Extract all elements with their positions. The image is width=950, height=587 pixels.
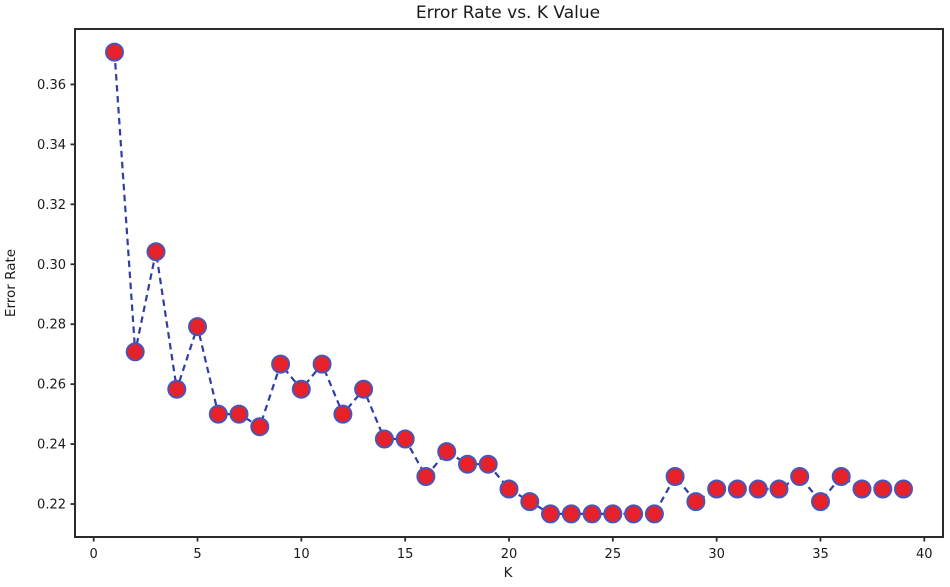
x-tick-label: 10 <box>293 547 310 562</box>
data-point-k16 <box>416 467 436 486</box>
data-point-k3 <box>146 242 166 262</box>
data-point-k29 <box>686 492 706 512</box>
data-point-k30 <box>707 479 727 499</box>
data-point-k35 <box>811 492 830 512</box>
x-tick-label: 20 <box>501 547 518 562</box>
data-point-k7 <box>229 404 249 424</box>
data-point-k38 <box>873 479 893 499</box>
data-point-k4 <box>167 379 187 399</box>
data-point-k34 <box>790 467 810 486</box>
y-tick-label: 0.36 <box>37 78 66 93</box>
data-point-k33 <box>769 479 789 499</box>
data-point-k23 <box>561 504 581 524</box>
y-axis-title: Error Rate <box>3 248 19 318</box>
x-tick-label: 0 <box>90 547 98 562</box>
data-point-k9 <box>271 354 291 374</box>
data-point-k20 <box>499 479 519 499</box>
x-tick-label: 25 <box>605 547 622 562</box>
x-tick-label: 5 <box>193 547 201 562</box>
data-point-k36 <box>831 467 851 486</box>
x-tick-label: 30 <box>708 547 725 562</box>
y-axis-ticks: 0.22 0.24 0.26 0.28 0.30 0.32 0.34 0.36 <box>37 78 75 513</box>
data-point-k18 <box>458 454 477 474</box>
y-tick-label: 0.34 <box>37 138 66 153</box>
plot-frame <box>74 28 944 538</box>
data-point-k13 <box>354 379 374 399</box>
y-tick-label: 0.24 <box>37 438 66 453</box>
data-point-k22 <box>541 504 560 524</box>
data-point-k39 <box>894 479 913 499</box>
data-point-k2 <box>125 342 145 362</box>
x-tick-label: 15 <box>397 547 414 562</box>
y-tick-label: 0.22 <box>37 498 66 513</box>
data-point-k31 <box>727 479 747 499</box>
data-point-k27 <box>644 504 664 524</box>
data-point-k17 <box>437 442 457 462</box>
data-point-k12 <box>333 404 353 424</box>
data-point-k14 <box>374 429 394 449</box>
chart-title: Error Rate vs. K Value <box>415 3 601 23</box>
data-point-k11 <box>312 354 332 374</box>
x-tick-label: 35 <box>812 547 829 562</box>
data-point-k6 <box>208 404 228 424</box>
data-point-k25 <box>603 504 623 524</box>
y-tick-label: 0.32 <box>37 198 66 213</box>
data-point-k10 <box>291 379 311 399</box>
data-points <box>105 42 913 524</box>
y-tick-label: 0.26 <box>37 378 66 393</box>
data-point-k15 <box>395 429 415 449</box>
data-point-k1 <box>105 42 124 62</box>
x-axis-ticks: 0 5 10 15 20 25 30 35 40 <box>90 537 933 562</box>
data-point-k8 <box>250 417 270 437</box>
data-point-k37 <box>852 479 872 499</box>
x-tick-label: 40 <box>916 547 933 562</box>
data-point-k19 <box>478 454 498 474</box>
y-tick-label: 0.30 <box>37 258 66 273</box>
y-tick-label: 0.28 <box>37 318 66 333</box>
data-point-k32 <box>748 479 768 499</box>
data-point-k24 <box>582 504 602 524</box>
data-point-k28 <box>665 467 685 486</box>
data-point-k21 <box>520 492 540 512</box>
data-point-k26 <box>624 504 644 524</box>
data-point-k5 <box>188 317 207 337</box>
error-rate-line <box>113 52 904 515</box>
x-axis-title: K <box>503 565 513 581</box>
